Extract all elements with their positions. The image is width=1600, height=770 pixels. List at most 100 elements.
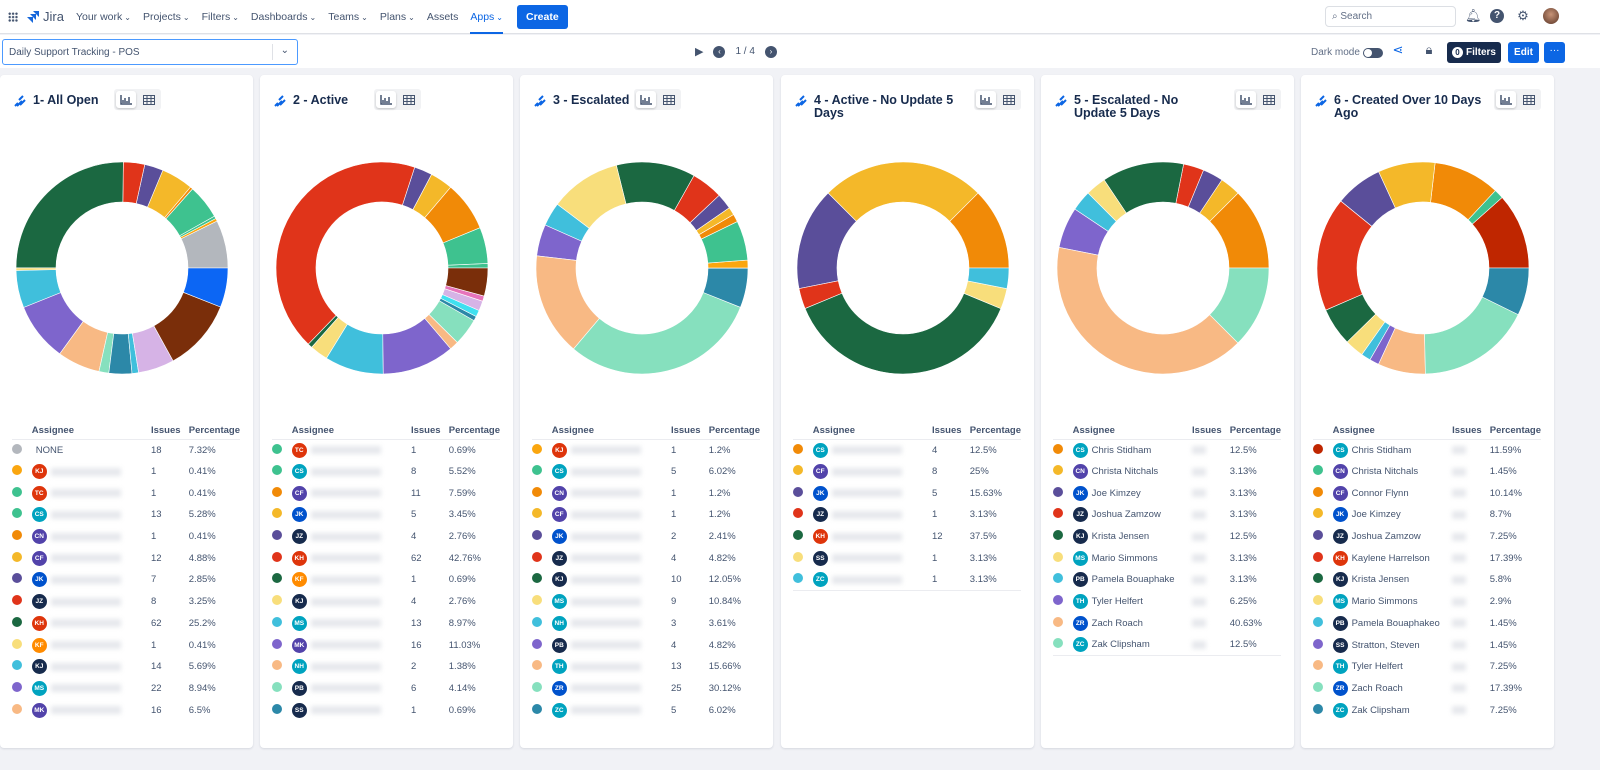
assignee-name[interactable]: Joe Kimzey <box>1351 509 1401 521</box>
table-row[interactable]: CF 1 1.2% <box>532 504 760 526</box>
table-row[interactable]: MK 16 11.03% <box>272 634 500 656</box>
table-row[interactable]: CF 11 7.59% <box>272 482 500 504</box>
table-view-button[interactable] <box>1519 91 1539 108</box>
table-row[interactable]: CF Connor Flynn 10.14% <box>1313 482 1541 504</box>
app-switcher-icon[interactable] <box>8 11 18 22</box>
filters-button[interactable]: 0 Filters <box>1447 42 1501 63</box>
table-row[interactable]: CF 12 4.88% <box>12 547 240 569</box>
help-icon[interactable]: ? <box>1490 9 1504 23</box>
donut-slice[interactable] <box>1424 296 1519 375</box>
table-view-button[interactable] <box>659 91 679 108</box>
donut-slice[interactable] <box>275 161 416 345</box>
jira-logo[interactable]: Jira <box>26 9 64 24</box>
chart-view-button[interactable] <box>636 91 656 108</box>
table-row[interactable]: CS Chris Stidham 11.59% <box>1313 439 1541 461</box>
table-row[interactable]: KJ 14 5.69% <box>12 656 240 678</box>
table-row[interactable]: JZ 4 4.82% <box>532 547 760 569</box>
table-row[interactable]: NONE 18 7.32% <box>12 439 240 461</box>
assignee-name[interactable]: Zach Roach <box>1351 682 1403 694</box>
assignee-name[interactable]: Joshua Zamzow <box>1351 531 1421 543</box>
table-row[interactable]: ZC 1 3.13% <box>793 569 1021 591</box>
table-row[interactable]: KF 1 0.41% <box>12 634 240 656</box>
table-row[interactable]: KJ Krista Jensen 12.5% <box>1053 526 1281 548</box>
table-row[interactable]: ZR Zach Roach 40.63% <box>1053 613 1281 635</box>
table-row[interactable]: NH 2 1.38% <box>272 656 500 678</box>
assignee-name[interactable]: Kaylene Harrelson <box>1351 552 1430 564</box>
table-row[interactable]: CS 8 5.52% <box>272 461 500 483</box>
table-row[interactable]: KJ 10 12.05% <box>532 569 760 591</box>
assignee-name[interactable]: Krista Jensen <box>1351 574 1410 586</box>
table-row[interactable]: JZ 1 3.13% <box>793 504 1021 526</box>
table-row[interactable]: KF 1 0.69% <box>272 569 500 591</box>
edit-button[interactable]: Edit <box>1508 42 1539 63</box>
create-button[interactable]: Create <box>517 4 568 29</box>
donut-slice[interactable] <box>1056 247 1239 375</box>
table-row[interactable]: SS 1 0.69% <box>272 699 500 721</box>
chart-view-button[interactable] <box>116 91 136 108</box>
assignee-name[interactable]: Stratton, Steven <box>1351 639 1420 651</box>
table-row[interactable]: JK 5 15.63% <box>793 482 1021 504</box>
nav-dashboards[interactable]: Dashboards ⌄ <box>251 11 316 23</box>
table-row[interactable]: CS Chris Stidham 12.5% <box>1053 439 1281 461</box>
assignee-name[interactable]: Pamela Bouaphake <box>1091 574 1175 586</box>
table-row[interactable]: JZ 4 2.76% <box>272 526 500 548</box>
assignee-name[interactable]: Zak Clipsham <box>1091 639 1150 651</box>
table-row[interactable]: JZ Joshua Zamzow 7.25% <box>1313 526 1541 548</box>
nav-plans[interactable]: Plans ⌄ <box>380 11 415 23</box>
table-row[interactable]: PB Pamela Bouaphake 3.13% <box>1053 569 1281 591</box>
table-row[interactable]: MS 13 8.97% <box>272 613 500 635</box>
table-row[interactable]: TH Tyler Helfert 6.25% <box>1053 591 1281 613</box>
table-row[interactable]: KH 62 25.2% <box>12 613 240 635</box>
table-row[interactable]: ZC 5 6.02% <box>532 699 760 721</box>
table-row[interactable]: ZC Zak Clipsham 7.25% <box>1313 699 1541 721</box>
table-row[interactable]: KH Kaylene Harrelson 17.39% <box>1313 547 1541 569</box>
table-row[interactable]: CN Christa Nitchals 3.13% <box>1053 461 1281 483</box>
lock-icon[interactable]: 🔒︎ <box>1425 42 1433 57</box>
table-row[interactable]: CF 8 25% <box>793 461 1021 483</box>
donut-slice[interactable] <box>702 267 749 308</box>
table-row[interactable]: KJ 1 1.2% <box>532 439 760 461</box>
donut-slice[interactable] <box>827 161 979 222</box>
chart-view-button[interactable] <box>976 91 996 108</box>
table-row[interactable]: TH 13 15.66% <box>532 656 760 678</box>
donut-slice[interactable] <box>15 161 124 269</box>
table-row[interactable]: KJ 4 2.76% <box>272 591 500 613</box>
table-row[interactable]: MS Mario Simmons 3.13% <box>1053 547 1281 569</box>
assignee-name[interactable]: Joshua Zamzow <box>1091 509 1161 521</box>
table-view-button[interactable] <box>399 91 419 108</box>
assignee-name[interactable]: Connor Flynn <box>1351 487 1409 499</box>
table-row[interactable]: KH 12 37.5% <box>793 526 1021 548</box>
table-row[interactable]: PB Pamela Bouaphakeo 1.45% <box>1313 613 1541 635</box>
play-icon[interactable]: ▶ <box>695 46 704 58</box>
nav-your-work[interactable]: Your work ⌄ <box>76 11 131 23</box>
table-row[interactable]: CS 4 12.5% <box>793 439 1021 461</box>
table-view-button[interactable] <box>139 91 159 108</box>
nav-projects[interactable]: Projects ⌄ <box>143 11 190 23</box>
chart-view-button[interactable] <box>376 91 396 108</box>
table-row[interactable]: TC 1 0.69% <box>272 439 500 461</box>
table-row[interactable]: JK 5 3.45% <box>272 504 500 526</box>
table-row[interactable]: MK 16 6.5% <box>12 699 240 721</box>
assignee-name[interactable]: NONE <box>35 444 64 456</box>
table-row[interactable]: MS 22 8.94% <box>12 678 240 700</box>
assignee-name[interactable]: Mario Simmons <box>1351 596 1418 608</box>
table-row[interactable]: MS Mario Simmons 2.9% <box>1313 591 1541 613</box>
table-row[interactable]: TC 1 0.41% <box>12 482 240 504</box>
nav-apps[interactable]: Apps ⌄ <box>470 0 503 34</box>
settings-icon[interactable]: ⚙ <box>1517 8 1529 23</box>
table-row[interactable]: CS 5 6.02% <box>532 461 760 483</box>
assignee-name[interactable]: Chris Stidham <box>1091 444 1152 456</box>
share-icon[interactable]: ⋖ <box>1392 42 1404 57</box>
table-row[interactable]: SS Stratton, Steven 1.45% <box>1313 634 1541 656</box>
search-input[interactable]: ⌕ Search <box>1325 6 1456 27</box>
assignee-name[interactable]: Christa Nitchals <box>1351 466 1419 478</box>
user-avatar[interactable] <box>1543 8 1559 24</box>
assignee-name[interactable]: Tyler Helfert <box>1091 596 1143 608</box>
table-row[interactable]: ZR 25 30.12% <box>532 678 760 700</box>
table-row[interactable]: JK Joe Kimzey 8.7% <box>1313 504 1541 526</box>
table-row[interactable]: KH 62 42.76% <box>272 547 500 569</box>
table-row[interactable]: JZ 8 3.25% <box>12 591 240 613</box>
donut-slice[interactable] <box>573 292 741 375</box>
table-row[interactable]: CN Christa Nitchals 1.45% <box>1313 461 1541 483</box>
previous-page-icon[interactable]: ‹ <box>713 45 726 58</box>
